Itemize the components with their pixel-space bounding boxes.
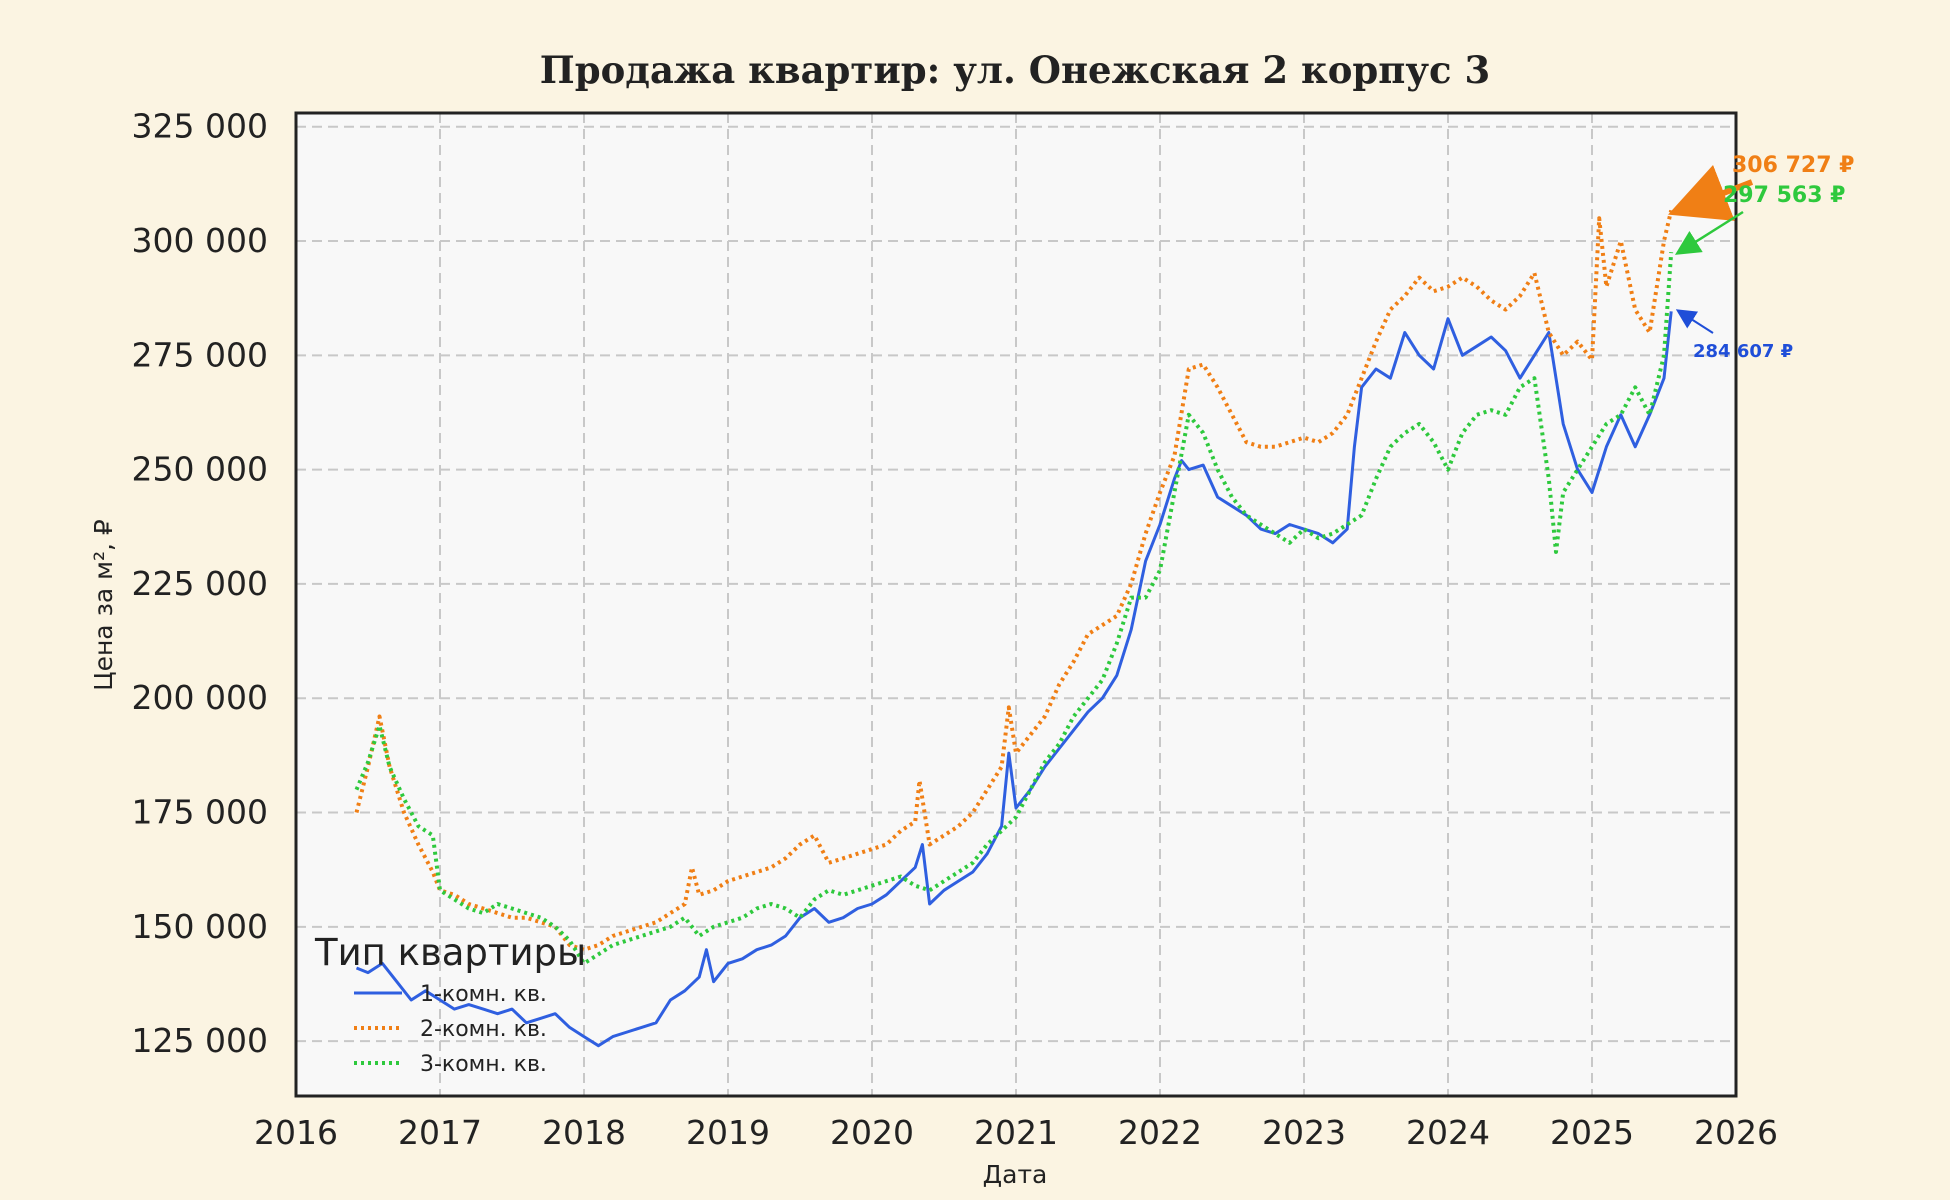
x-tick-label: 2016 bbox=[254, 1113, 338, 1152]
x-tick-label: 2017 bbox=[398, 1113, 482, 1152]
x-tick-label: 2020 bbox=[830, 1113, 914, 1152]
x-tick-label: 2024 bbox=[1406, 1113, 1490, 1152]
y-tick-label: 200 000 bbox=[132, 678, 268, 717]
legend-label-3: 3-комн. кв. bbox=[420, 1052, 547, 1077]
x-tick-label: 2023 bbox=[1262, 1113, 1346, 1152]
y-tick-label: 275 000 bbox=[132, 335, 268, 374]
x-tick-label: 2019 bbox=[686, 1113, 770, 1152]
y-axis-ticks: 125 000 150 000 175 000 200 000 225 000 250 0… bbox=[132, 107, 268, 1060]
last-value-annotations: 306 727 ₽ 297 563 ₽ 284 607 ₽ bbox=[1668, 153, 1854, 362]
annotation-label-1: 306 727 ₽ bbox=[1732, 153, 1854, 178]
y-tick-label: 125 000 bbox=[132, 1021, 268, 1060]
annotation-label-3: 284 607 ₽ bbox=[1693, 341, 1793, 362]
x-tick-label: 2021 bbox=[974, 1113, 1058, 1152]
y-tick-label: 225 000 bbox=[132, 564, 268, 603]
x-tick-label: 2025 bbox=[1550, 1113, 1634, 1152]
x-tick-label: 2018 bbox=[542, 1113, 626, 1152]
y-tick-label: 300 000 bbox=[132, 221, 268, 260]
series-line-1 bbox=[355, 311, 1673, 1048]
x-axis-ticks: 2016 2017 2018 2019 2020 2021 2022 2023 2024 2025… bbox=[254, 1113, 1778, 1152]
x-tick-label: 2026 bbox=[1694, 1113, 1778, 1152]
series-line-3 bbox=[354, 252, 1674, 966]
legend-label-2: 2-комн. кв. bbox=[420, 1017, 547, 1042]
x-axis-label: Дата bbox=[983, 1160, 1048, 1189]
y-axis-label: Цена за м², ₽ bbox=[89, 519, 118, 691]
annotation-arrow-2 bbox=[1674, 210, 1744, 255]
chart-title: Продажа квартир: ул. Онежская 2 корпус 3 bbox=[540, 48, 1490, 92]
series-lines bbox=[354, 209, 1674, 1048]
y-tick-label: 325 000 bbox=[132, 107, 268, 146]
series-line-2 bbox=[354, 209, 1674, 952]
legend: Тип квартиры 1-комн. кв. 2-комн. кв. 3-ком… bbox=[314, 931, 586, 1077]
plot-frame bbox=[294, 111, 1738, 1098]
annotation-label-2: 297 563 ₽ bbox=[1723, 183, 1845, 208]
legend-label-1: 1-комн. кв. bbox=[420, 982, 547, 1007]
x-tick-label: 2022 bbox=[1118, 1113, 1202, 1152]
annotation-arrow-1 bbox=[1668, 164, 1754, 221]
y-tick-label: 250 000 bbox=[132, 450, 268, 489]
legend-title: Тип квартиры bbox=[314, 931, 586, 974]
y-tick-label: 150 000 bbox=[132, 907, 268, 946]
y-tick-label: 175 000 bbox=[132, 793, 268, 832]
annotation-arrow-3 bbox=[1675, 309, 1714, 334]
